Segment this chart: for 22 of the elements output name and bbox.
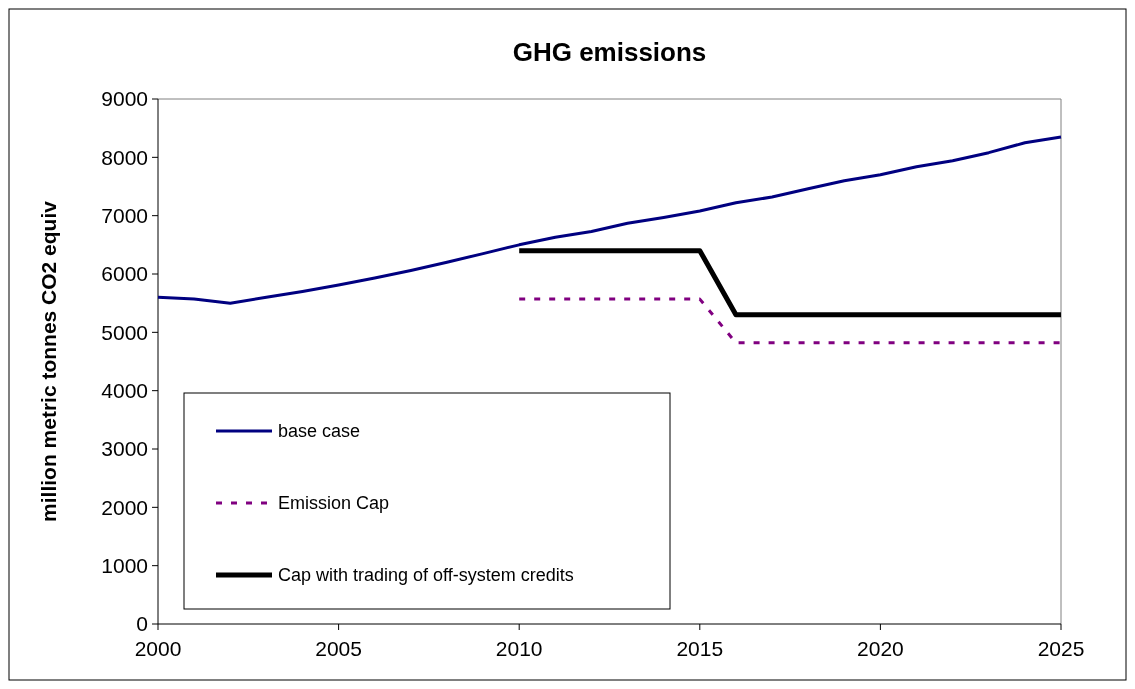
line-series (156, 135, 1063, 305)
y-tick-label: 8000 (101, 145, 148, 169)
y-tick-label: 0 (136, 612, 148, 636)
y-tick-label: 9000 (101, 87, 148, 111)
x-tick-label: 2000 (134, 637, 182, 660)
x-tick-label: 2020 (857, 637, 904, 660)
legend-label: Emission Cap (278, 493, 390, 514)
y-tick-label: 7000 (101, 204, 148, 228)
y-tick-label: 5000 (101, 320, 148, 344)
y-tick-label: 4000 (101, 379, 148, 403)
x-tick-label: 2025 (1037, 637, 1085, 660)
y-tick-label: 3000 (101, 437, 148, 461)
x-tick-label: 2015 (676, 637, 724, 660)
y-axis-title: million metric tonnes CO2 equiv (37, 200, 60, 522)
legend-label: Cap with trading of off-system credits (278, 565, 574, 586)
y-tick-label: 6000 (101, 262, 148, 286)
y-tick-label: 2000 (101, 495, 148, 519)
chart-title: GHG emissions (512, 37, 707, 67)
y-tick-label: 1000 (101, 554, 148, 578)
x-tick-label: 2010 (495, 637, 543, 660)
legend-label: base case (278, 421, 361, 442)
x-tick-label: 2005 (315, 637, 362, 660)
